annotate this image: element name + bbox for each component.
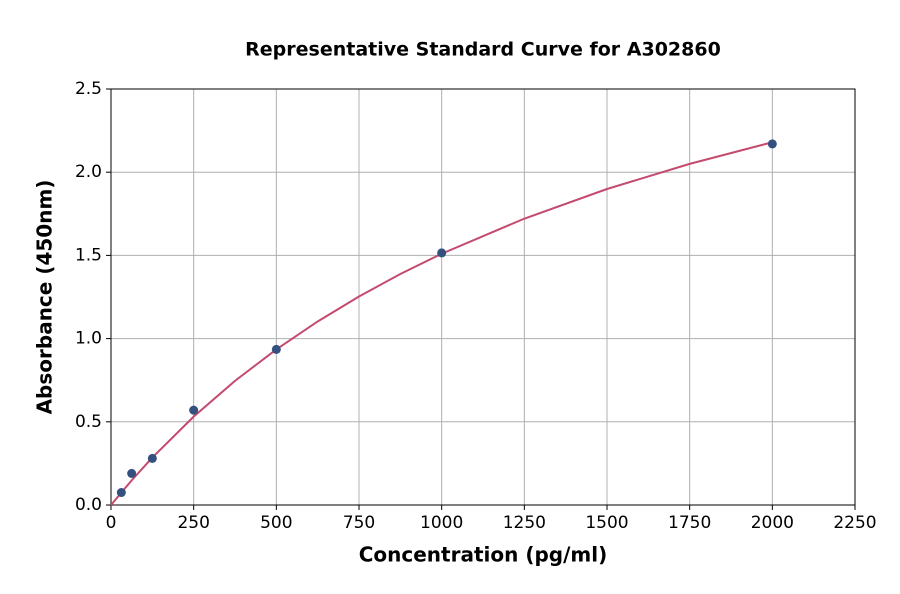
y-tick-label: 2.5 (75, 79, 102, 99)
x-tick-label: 0 (106, 513, 117, 533)
y-tick-label: 0.0 (75, 495, 102, 515)
x-tick-label: 1500 (585, 513, 628, 533)
plot-frame (110, 88, 856, 506)
data-point (437, 248, 447, 258)
x-tick-label: 750 (343, 513, 375, 533)
chart-title: Representative Standard Curve for A30286… (245, 39, 721, 61)
y-tick-label: 1.0 (75, 329, 102, 349)
data-point (147, 453, 157, 463)
x-tick-label: 2250 (833, 513, 876, 533)
data-point (116, 488, 126, 498)
data-point (189, 405, 199, 415)
x-axis-label: Concentration (pg/ml) (359, 543, 608, 567)
fit-curve (110, 141, 773, 506)
x-tick-label: 1000 (420, 513, 463, 533)
y-tick-label: 2.0 (75, 162, 102, 182)
x-tick-label: 1750 (668, 513, 711, 533)
data-point (767, 139, 777, 149)
x-tick-label: 500 (260, 513, 292, 533)
y-tick-label: 1.5 (75, 245, 102, 265)
y-axis-label: Absorbance (450nm) (33, 180, 57, 415)
x-tick-label: 1250 (503, 513, 546, 533)
x-tick-label: 2000 (751, 513, 794, 533)
x-tick-label: 250 (177, 513, 209, 533)
y-tick-label: 0.5 (75, 412, 102, 432)
data-point (127, 468, 137, 478)
data-point (271, 344, 281, 354)
